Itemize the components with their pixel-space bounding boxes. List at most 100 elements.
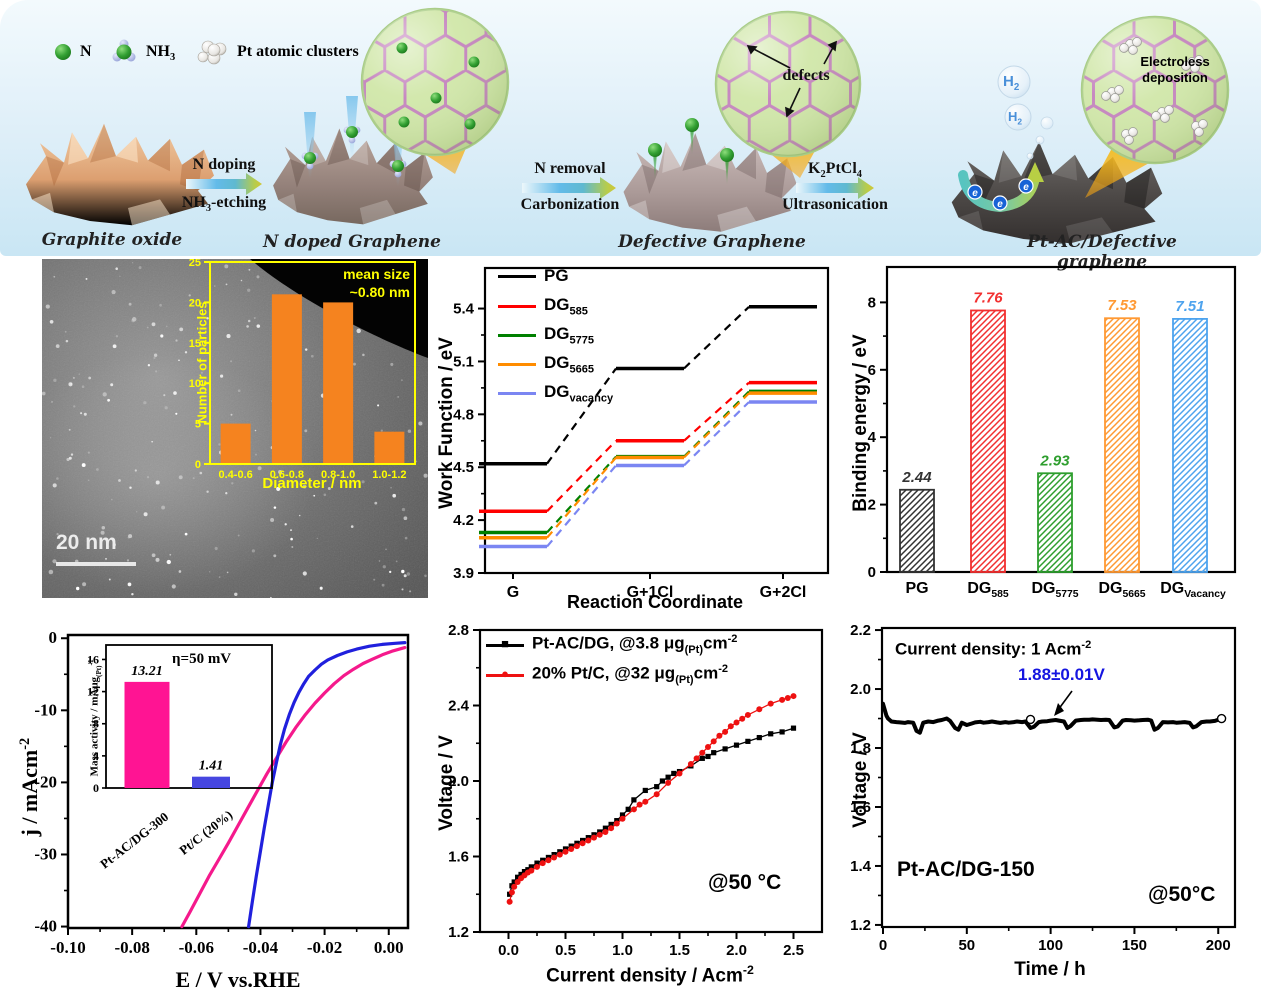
schematic-artwork: defects bbox=[26, 7, 1230, 244]
stability-trace bbox=[881, 701, 1224, 735]
data-point bbox=[573, 843, 580, 850]
tick-label: 0 bbox=[195, 459, 201, 471]
tick-label: 1.0 bbox=[612, 942, 633, 959]
data-point bbox=[630, 806, 637, 813]
arrow2-top-label: N removal bbox=[534, 160, 606, 177]
tick-label: 0.0 bbox=[498, 942, 519, 959]
tick-label: 0 bbox=[93, 781, 99, 795]
tick-label: 4.2 bbox=[453, 512, 474, 529]
scale-bar bbox=[56, 562, 136, 566]
cell-legend-ptac: ■ Pt-AC/DG, @3.8 μg(Pt)cm-2 bbox=[486, 633, 737, 656]
tick-label: 2.0 bbox=[448, 773, 469, 790]
tick-label: -20 bbox=[34, 772, 57, 791]
stab-xlabel: Time / h bbox=[1014, 959, 1086, 980]
stage-label-defective: Defective Graphene bbox=[618, 232, 806, 252]
data-point bbox=[539, 860, 546, 867]
temperature-annotation: @50 °C bbox=[708, 871, 782, 894]
electron-arrow: e e e bbox=[958, 162, 1044, 213]
binding-energy-bar bbox=[1172, 318, 1208, 573]
electron-label: e bbox=[997, 199, 1003, 210]
histogram-bar bbox=[220, 423, 251, 464]
wf-legend-dg5775: DG5775 bbox=[498, 324, 594, 346]
data-point bbox=[756, 706, 763, 713]
tick-label: 2.8 bbox=[448, 622, 469, 639]
bar-value-label: 2.44 bbox=[901, 469, 932, 486]
tick-label: 10 bbox=[189, 378, 201, 390]
be-cat-dg5665: DG5665 bbox=[1098, 580, 1146, 601]
tick-label: -0.08 bbox=[114, 938, 149, 957]
cell-ylabel: Voltage / V bbox=[436, 735, 457, 831]
cell-polarization-chart: 0.0 0.5 1.0 1.5 2.0 2.5 1.2 1.6 2.0 2.4 2.8 Voltag… bbox=[430, 615, 850, 996]
level-connector bbox=[546, 464, 617, 548]
histogram-bar bbox=[323, 302, 354, 464]
data-point bbox=[676, 770, 683, 777]
h2-bubbles bbox=[997, 65, 1054, 160]
data-point bbox=[745, 738, 751, 744]
data-point bbox=[642, 787, 648, 794]
magnifier-lattice-2: defects bbox=[714, 10, 862, 158]
n-pins bbox=[648, 118, 734, 185]
data-point bbox=[521, 869, 528, 875]
tick-label: -0.10 bbox=[50, 938, 85, 957]
data-point bbox=[511, 879, 517, 885]
binding-energy-bar bbox=[970, 309, 1006, 573]
level-connector bbox=[683, 381, 750, 442]
magnifier-lattice-1 bbox=[360, 7, 510, 157]
plot-frame bbox=[209, 261, 416, 465]
binding-energy-bar bbox=[1104, 317, 1140, 573]
data-point bbox=[733, 719, 740, 726]
electron-label: e bbox=[972, 188, 978, 199]
data-point bbox=[551, 854, 558, 861]
level-connector bbox=[546, 440, 617, 513]
arrow3-top-label: K2PtCl4 bbox=[808, 160, 862, 181]
bar-value-label: 7.53 bbox=[1107, 297, 1137, 314]
data-point bbox=[591, 834, 597, 841]
data-point bbox=[654, 784, 660, 790]
voltage-value-annotation: 1.88±0.01V bbox=[1018, 665, 1105, 684]
tick-label: 4.8 bbox=[453, 406, 474, 423]
data-point bbox=[511, 883, 518, 890]
tick-label: 0.5 bbox=[555, 942, 576, 959]
mass-activity-bar bbox=[192, 776, 230, 788]
legend-nh3-icon bbox=[112, 39, 136, 62]
data-point bbox=[716, 732, 723, 739]
data-point bbox=[705, 744, 711, 751]
legend-nh3-label: NH3 bbox=[146, 43, 176, 64]
tick-label: 8 bbox=[93, 717, 99, 731]
tick-label: 16 bbox=[87, 652, 99, 666]
wf-legend-pg: PG bbox=[498, 266, 569, 286]
data-point bbox=[619, 812, 626, 818]
tem-image: 0 5 10 15 20 25 0.4-0.6 0.6-0.8 0.8-1.0 1.0-1.2 bbox=[42, 259, 428, 598]
data-point bbox=[585, 837, 592, 844]
data-point bbox=[756, 734, 762, 741]
tick-label: 150 bbox=[1122, 937, 1147, 954]
data-point bbox=[545, 857, 552, 864]
arrow1-bottom-label: NH3-etching bbox=[181, 194, 267, 215]
tick-label: 4 bbox=[93, 749, 99, 763]
synthesis-schematic: defects bbox=[0, 0, 1261, 272]
overpotential-annotation: η=50 mV bbox=[172, 651, 232, 667]
her-xlabel: E / V vs.RHE bbox=[175, 967, 301, 992]
inset-ylabel: Number of particles bbox=[194, 301, 210, 424]
data-point bbox=[608, 825, 615, 832]
tick-label: 12 bbox=[87, 685, 99, 699]
data-point bbox=[631, 797, 637, 803]
her-ylabel: j / mAcm-2 bbox=[16, 737, 43, 837]
tick-label: -30 bbox=[34, 844, 57, 863]
tick-label: 8 bbox=[868, 294, 876, 311]
work-function-chart: 3.9 4.2 4.5 4.8 5.1 5.4 G G+1Cl G+2Cl Work Funct… bbox=[430, 258, 850, 614]
data-point bbox=[705, 753, 711, 760]
tick-label: G bbox=[507, 584, 519, 601]
data-point bbox=[784, 694, 791, 701]
data-point bbox=[733, 742, 740, 748]
tick-label: 0 bbox=[49, 628, 58, 647]
bar-value-label: 7.51 bbox=[1175, 298, 1204, 315]
current-density-annotation: Current density: 1 Acm-2 bbox=[895, 639, 1092, 659]
tick-label: 2 bbox=[868, 497, 876, 514]
data-point bbox=[642, 798, 649, 805]
data-point bbox=[722, 728, 729, 735]
tick-label: 20 bbox=[189, 297, 201, 309]
data-point bbox=[506, 898, 513, 905]
data-point bbox=[515, 874, 521, 880]
